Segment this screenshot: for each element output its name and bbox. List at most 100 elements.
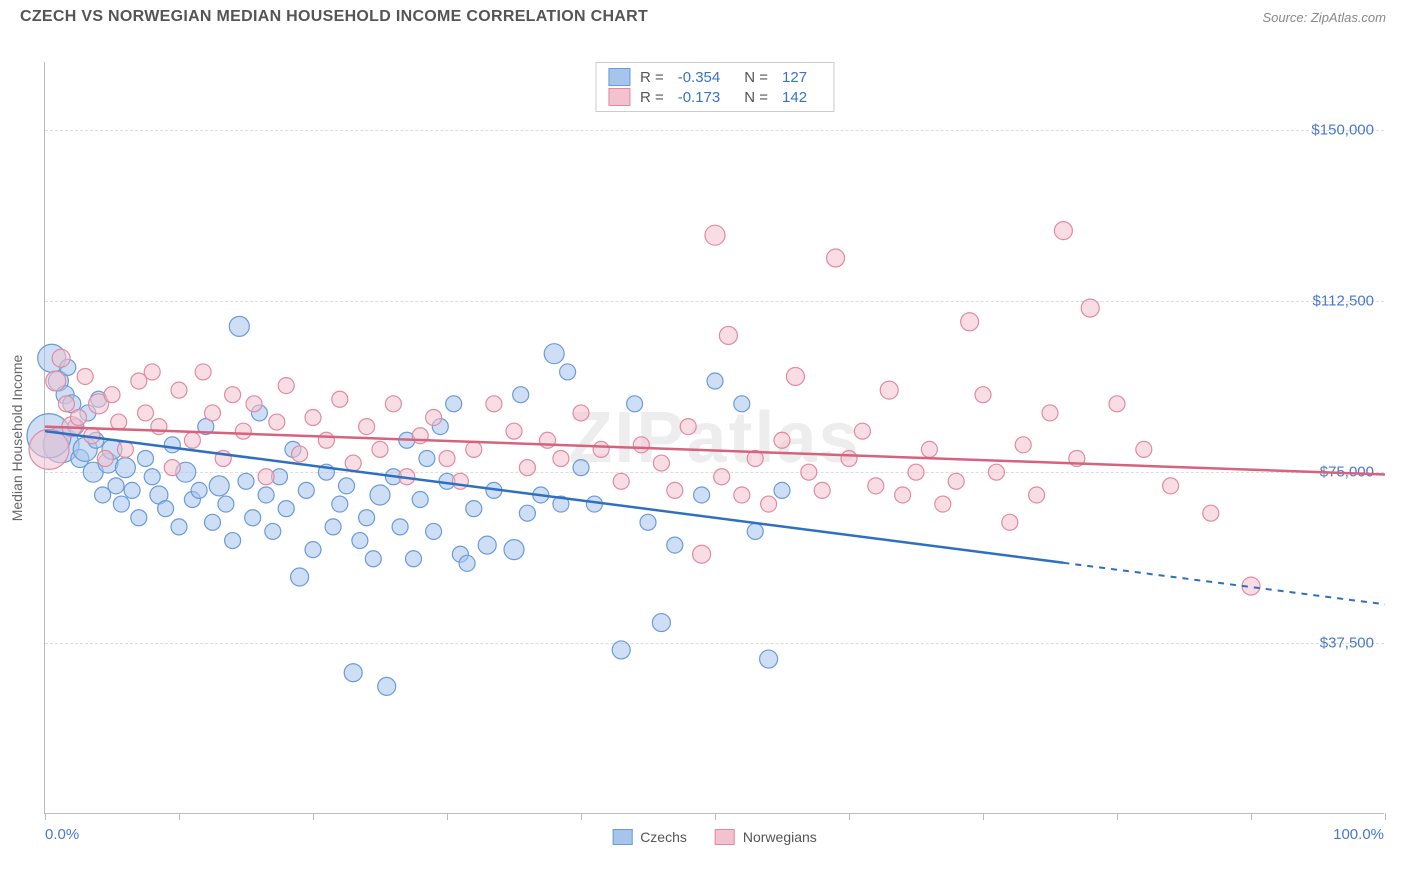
data-point-czechs: [694, 487, 710, 503]
data-point-czechs: [478, 536, 496, 554]
legend-correlation: R = -0.354 N = 127 R = -0.173 N = 142: [595, 62, 834, 112]
data-point-norwegians: [714, 469, 730, 485]
data-point-norwegians: [97, 451, 113, 467]
trendline-dashed-czechs: [1063, 563, 1385, 605]
data-point-norwegians: [519, 460, 535, 476]
data-point-czechs: [291, 568, 309, 586]
data-point-norwegians: [613, 473, 629, 489]
legend-r-label: R =: [640, 69, 664, 86]
data-point-czechs: [144, 469, 160, 485]
data-point-czechs: [352, 533, 368, 549]
data-point-norwegians: [269, 414, 285, 430]
legend-swatch-norwegians: [715, 829, 735, 845]
data-point-norwegians: [117, 441, 133, 457]
x-tick: [1251, 813, 1252, 820]
data-point-czechs: [258, 487, 274, 503]
data-point-czechs: [115, 458, 135, 478]
data-point-norwegians: [71, 409, 87, 425]
data-point-norwegians: [854, 423, 870, 439]
data-point-norwegians: [151, 419, 167, 435]
data-point-czechs: [164, 437, 180, 453]
data-point-norwegians: [761, 496, 777, 512]
data-point-norwegians: [680, 419, 696, 435]
data-point-czechs: [191, 482, 207, 498]
legend-item-czechs: Czechs: [612, 829, 687, 845]
data-point-norwegians: [466, 441, 482, 457]
data-point-czechs: [774, 482, 790, 498]
legend-label-norwegians: Norwegians: [743, 829, 817, 845]
data-point-czechs: [113, 496, 129, 512]
data-point-norwegians: [385, 396, 401, 412]
data-point-czechs: [209, 476, 229, 496]
data-point-norwegians: [138, 405, 154, 421]
legend-n-value-norwegians: 142: [782, 89, 807, 106]
data-point-norwegians: [452, 473, 468, 489]
data-point-czechs: [426, 523, 442, 539]
data-point-norwegians: [205, 405, 221, 421]
data-point-czechs: [612, 641, 630, 659]
data-point-czechs: [573, 460, 589, 476]
bottom-legend: Czechs Norwegians: [612, 829, 817, 845]
data-point-norwegians: [46, 371, 66, 391]
x-axis-min-label: 0.0%: [45, 826, 79, 843]
x-axis-max-label: 100.0%: [1333, 826, 1384, 843]
scatter-svg: [45, 62, 1384, 813]
data-point-norwegians: [1029, 487, 1045, 503]
data-point-norwegians: [868, 478, 884, 494]
data-point-norwegians: [225, 387, 241, 403]
data-point-norwegians: [278, 378, 294, 394]
data-point-norwegians: [693, 545, 711, 563]
data-point-czechs: [504, 540, 524, 560]
data-point-czechs: [131, 510, 147, 526]
data-point-norwegians: [988, 464, 1004, 480]
data-point-czechs: [707, 373, 723, 389]
data-point-norwegians: [633, 437, 649, 453]
x-tick: [849, 813, 850, 820]
data-point-norwegians: [786, 367, 804, 385]
data-point-norwegians: [486, 396, 502, 412]
data-point-norwegians: [814, 482, 830, 498]
source-name: ZipAtlas.com: [1311, 10, 1386, 25]
data-point-norwegians: [841, 451, 857, 467]
data-point-norwegians: [359, 419, 375, 435]
x-tick: [1117, 813, 1118, 820]
y-axis-title: Median Household Income: [9, 354, 25, 521]
data-point-czechs: [652, 614, 670, 632]
data-point-czechs: [412, 492, 428, 508]
data-point-czechs: [245, 510, 261, 526]
data-point-norwegians: [332, 391, 348, 407]
data-point-czechs: [359, 510, 375, 526]
data-point-czechs: [667, 537, 683, 553]
legend-r-label: R =: [640, 89, 664, 106]
data-point-czechs: [734, 396, 750, 412]
data-point-norwegians: [318, 432, 334, 448]
data-point-norwegians: [705, 225, 725, 245]
data-point-czechs: [370, 485, 390, 505]
data-point-norwegians: [184, 432, 200, 448]
data-point-norwegians: [653, 455, 669, 471]
x-tick: [447, 813, 448, 820]
data-point-czechs: [365, 551, 381, 567]
data-point-norwegians: [573, 405, 589, 421]
data-point-norwegians: [961, 313, 979, 331]
data-point-czechs: [171, 519, 187, 535]
legend-row-norwegians: R = -0.173 N = 142: [608, 87, 821, 107]
data-point-norwegians: [908, 464, 924, 480]
data-point-norwegians: [104, 387, 120, 403]
x-tick: [179, 813, 180, 820]
legend-n-label: N =: [744, 69, 768, 86]
data-point-czechs: [627, 396, 643, 412]
data-point-czechs: [378, 677, 396, 695]
data-point-norwegians: [111, 414, 127, 430]
x-tick: [45, 813, 46, 820]
data-point-norwegians: [921, 441, 937, 457]
x-tick: [581, 813, 582, 820]
data-point-norwegians: [553, 451, 569, 467]
data-point-norwegians: [774, 432, 790, 448]
legend-r-value-norwegians: -0.173: [678, 89, 721, 106]
data-point-czechs: [513, 387, 529, 403]
data-point-czechs: [466, 501, 482, 517]
data-point-norwegians: [345, 455, 361, 471]
data-point-norwegians: [29, 429, 69, 469]
data-point-norwegians: [258, 469, 274, 485]
